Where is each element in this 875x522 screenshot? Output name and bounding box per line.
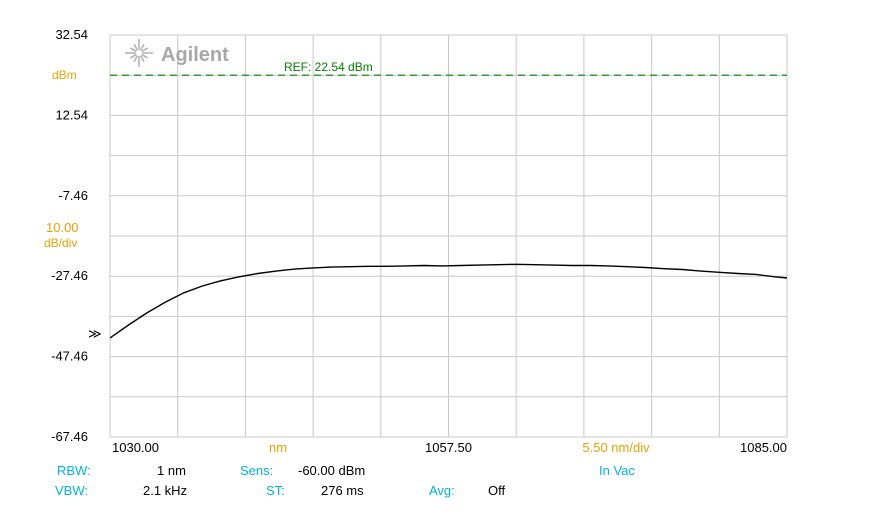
agilent-spark-icon <box>125 39 153 67</box>
st-label: ST: <box>266 483 285 498</box>
medium-label: In Vac <box>599 463 635 478</box>
x-scale-label: 5.50 nm/div <box>582 440 650 455</box>
settings-readout: RBW: 1 nm VBW: 2.1 kHz Sens: -60.00 dBm … <box>55 463 635 498</box>
spark-ray <box>141 53 149 59</box>
vbw-value: 2.1 kHz <box>143 483 187 498</box>
marker-indicator: ≫ <box>88 326 102 341</box>
y-tick-label: 32.54 <box>55 27 88 42</box>
spark-ray <box>139 43 145 51</box>
y-tick-label: -7.46 <box>58 188 88 203</box>
vbw-label: VBW: <box>55 483 88 498</box>
y-tick-label: -47.46 <box>51 349 88 364</box>
avg-label: Avg: <box>429 483 455 498</box>
spark-ray <box>133 55 139 63</box>
rbw-value: 1 nm <box>157 463 186 478</box>
y-axis-unit-label: dBm <box>52 68 77 82</box>
st-value: 276 ms <box>321 483 364 498</box>
y-tick-label: 12.54 <box>55 107 88 122</box>
agilent-logo: Agilent <box>125 39 229 67</box>
y-axis-labels: 32.54 12.54 -7.46 -27.46 -47.46 -67.46 <box>51 27 88 444</box>
x-tick-label: 1030.00 <box>112 440 159 455</box>
x-tick-label: 1057.50 <box>425 440 472 455</box>
x-axis-labels: 1030.00 1057.50 1085.00 <box>112 440 787 455</box>
ref-level-label: REF: 22.54 dBm <box>284 60 373 74</box>
spark-ray <box>129 53 137 59</box>
y-scale-unit-label: dB/div <box>44 236 77 250</box>
rbw-label: RBW: <box>57 463 91 478</box>
spark-ray <box>129 47 137 53</box>
y-tick-label: -27.46 <box>51 268 88 283</box>
agilent-logo-text: Agilent <box>161 44 229 66</box>
x-tick-label: 1085.00 <box>740 440 787 455</box>
spark-ray <box>141 47 149 53</box>
y-scale-label: 10.00 <box>46 220 79 235</box>
spark-ray <box>133 43 139 51</box>
avg-value: Off <box>488 483 505 498</box>
sens-value: -60.00 dBm <box>298 463 365 478</box>
sens-label: Sens: <box>240 463 273 478</box>
y-tick-label: -67.46 <box>51 429 88 444</box>
x-axis-unit-label: nm <box>269 440 287 455</box>
spectrum-trace <box>109 263 788 339</box>
plot-grid <box>109 34 788 438</box>
spark-ray <box>139 55 145 63</box>
